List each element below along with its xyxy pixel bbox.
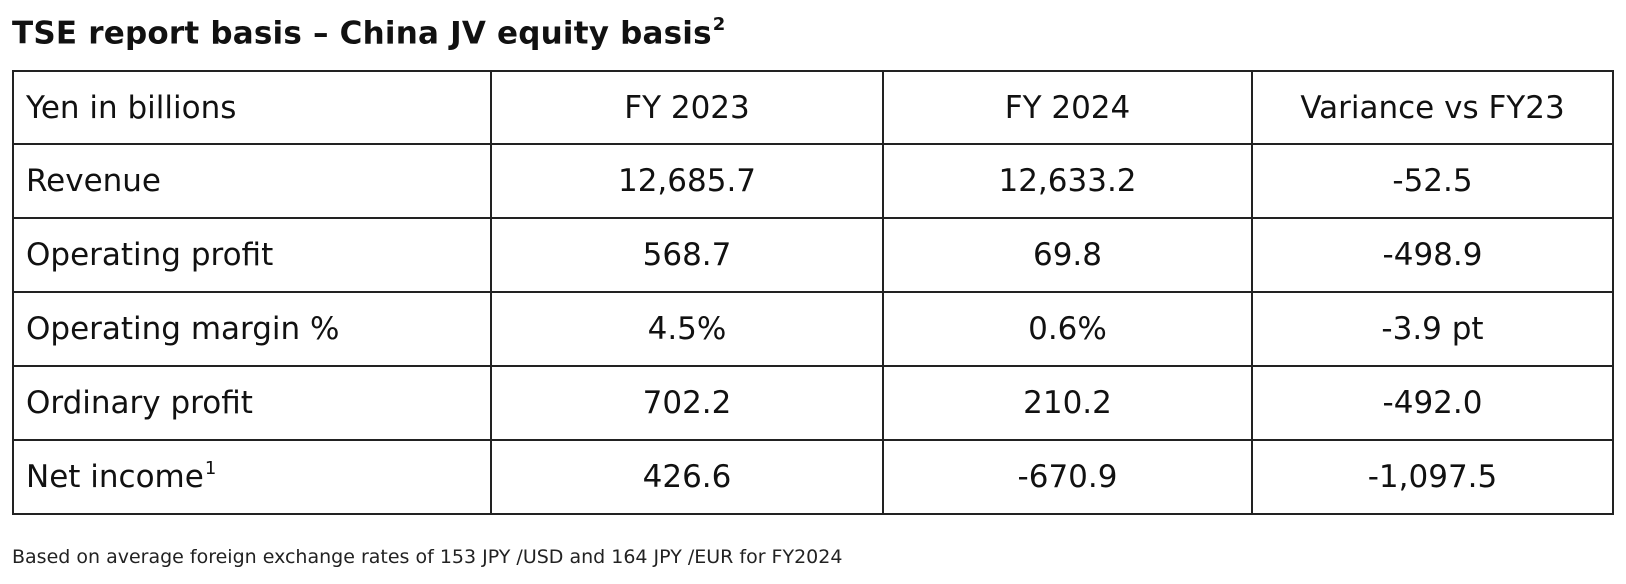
cell-fy2023: 426.6 xyxy=(490,439,884,515)
cell-fy2024: 12,633.2 xyxy=(882,143,1253,219)
cell-variance: -52.5 xyxy=(1251,143,1614,219)
row-label: Operating margin % xyxy=(12,291,492,367)
row-label: Net income1 xyxy=(12,439,492,515)
cell-variance: -1,097.5 xyxy=(1251,439,1614,515)
cell-variance: -492.0 xyxy=(1251,365,1614,441)
table-row-revenue: Revenue 12,685.7 12,633.2 -52.5 xyxy=(12,143,1614,219)
row-label-text: Ordinary profit xyxy=(26,385,253,421)
cell-fy2023: 12,685.7 xyxy=(490,143,884,219)
cell-fy2023: 702.2 xyxy=(490,365,884,441)
page-title: TSE report basis – China JV equity basis… xyxy=(12,2,726,58)
cell-variance: -498.9 xyxy=(1251,217,1614,293)
net-income-footnote-marker: 1 xyxy=(204,457,217,479)
header-cell-units: Yen in billions xyxy=(12,70,492,145)
title-superscript: 2 xyxy=(712,14,726,35)
cell-fy2023: 568.7 xyxy=(490,217,884,293)
table-header-row: Yen in billions FY 2023 FY 2024 Variance… xyxy=(12,70,1614,145)
table-row-operating-profit: Operating profit 568.7 69.8 -498.9 xyxy=(12,217,1614,293)
header-cell-variance: Variance vs FY23 xyxy=(1251,70,1614,145)
row-label-text: Operating margin % xyxy=(26,311,340,347)
row-label: Operating profit xyxy=(12,217,492,293)
row-label: Revenue xyxy=(12,143,492,219)
header-cell-fy2023: FY 2023 xyxy=(490,70,884,145)
row-label-text: Net income xyxy=(26,459,204,495)
header-cell-fy2024: FY 2024 xyxy=(882,70,1253,145)
cell-fy2024: 210.2 xyxy=(882,365,1253,441)
table-row-operating-margin: Operating margin % 4.5% 0.6% -3.9 pt xyxy=(12,291,1614,367)
page-title-text: TSE report basis – China JV equity basis xyxy=(12,15,712,52)
exchange-rate-footnote: Based on average foreign exchange rates … xyxy=(12,546,843,568)
cell-fy2023: 4.5% xyxy=(490,291,884,367)
cell-variance: -3.9 pt xyxy=(1251,291,1614,367)
row-label-text: Revenue xyxy=(26,163,162,199)
row-label-text: Operating profit xyxy=(26,237,274,273)
cell-fy2024: -670.9 xyxy=(882,439,1253,515)
row-label: Ordinary profit xyxy=(12,365,492,441)
cell-fy2024: 69.8 xyxy=(882,217,1253,293)
cell-fy2024: 0.6% xyxy=(882,291,1253,367)
table-row-ordinary-profit: Ordinary profit 702.2 210.2 -492.0 xyxy=(12,365,1614,441)
table-row-net-income: Net income1 426.6 -670.9 -1,097.5 xyxy=(12,439,1614,515)
financial-results-table: Yen in billions FY 2023 FY 2024 Variance… xyxy=(12,70,1614,515)
